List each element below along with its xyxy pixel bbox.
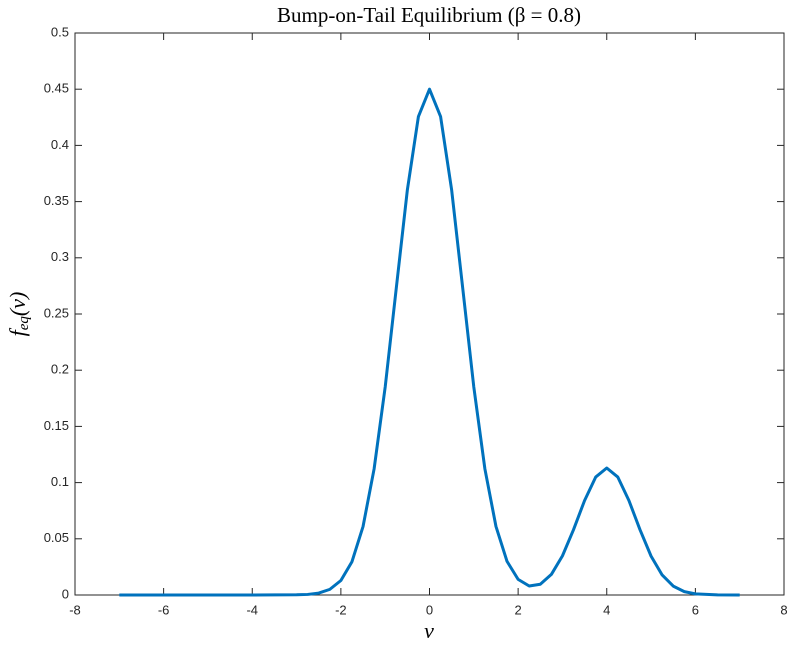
y-tick-label: 0.3 <box>51 249 69 264</box>
x-tick-label: 0 <box>426 602 433 617</box>
y-tick-label: 0.45 <box>44 81 69 96</box>
y-label-base: f <box>5 327 30 336</box>
x-tick-label: -8 <box>69 602 81 617</box>
y-tick-label: 0.5 <box>51 24 69 39</box>
y-tick-label: 0.4 <box>51 137 69 152</box>
x-tick-label: 4 <box>603 602 610 617</box>
y-label-sub: eq <box>16 316 32 331</box>
x-axis-label: v <box>424 618 434 643</box>
y-tick-label: 0.2 <box>51 362 69 377</box>
y-tick-label: 0.35 <box>44 193 69 208</box>
y-tick-label: 0 <box>62 586 69 601</box>
y-tick-label: 0.1 <box>51 474 69 489</box>
plot-area <box>74 32 785 596</box>
y-tick-label: 0.15 <box>44 418 69 433</box>
data-line <box>119 87 740 597</box>
x-tick-label: 2 <box>515 602 522 617</box>
x-tick-label: -4 <box>246 602 258 617</box>
x-tick-label: 6 <box>692 602 699 617</box>
chart-title: Bump-on-Tail Equilibrium (β = 0.8) <box>277 3 581 27</box>
y-label-arg: (v) <box>5 292 30 316</box>
y-tick-label: 0.05 <box>44 530 69 545</box>
x-tick-label: -2 <box>335 602 347 617</box>
y-tick-label: 0.25 <box>44 305 69 320</box>
x-tick-label: -6 <box>158 602 170 617</box>
x-tick-label: 8 <box>780 602 787 617</box>
y-axis-label: feq(v) <box>5 292 32 337</box>
